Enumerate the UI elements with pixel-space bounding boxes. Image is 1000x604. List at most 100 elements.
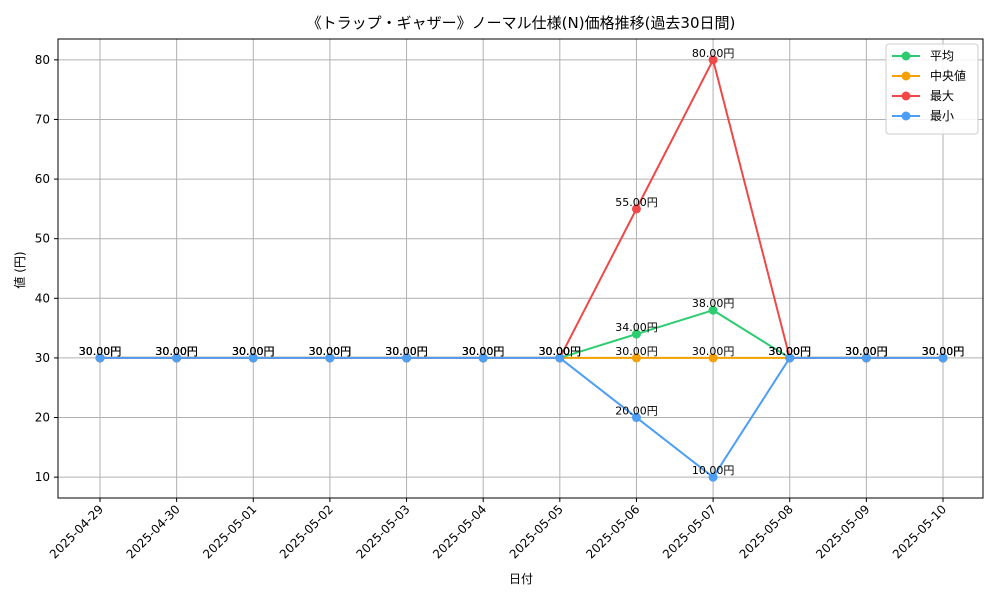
x-tick-label: 2025-05-02 <box>277 502 336 561</box>
data-label: 30.00円 <box>539 345 582 358</box>
data-label: 30.00円 <box>768 345 811 358</box>
data-label: 30.00円 <box>155 345 198 358</box>
legend-label: 最小 <box>930 109 954 123</box>
series-point <box>631 329 641 339</box>
data-label: 30.00円 <box>539 345 582 358</box>
data-label: 30.00円 <box>79 345 122 358</box>
series-point <box>631 353 641 363</box>
series-point <box>785 353 795 363</box>
series-point <box>555 353 565 363</box>
x-tick-label: 2025-05-08 <box>737 502 796 561</box>
series-point <box>938 353 948 363</box>
legend-marker <box>901 71 911 81</box>
data-label: 30.00円 <box>462 345 505 358</box>
data-label: 30.00円 <box>309 345 352 358</box>
data-label: 30.00円 <box>309 345 352 358</box>
data-label: 30.00円 <box>845 345 888 358</box>
series-point <box>172 353 182 363</box>
series-point <box>631 413 641 423</box>
data-label: 20.00円 <box>615 405 658 418</box>
x-tick-label: 2025-05-04 <box>430 502 489 561</box>
x-tick-label: 2025-05-09 <box>813 502 872 561</box>
data-label: 34.00円 <box>615 321 658 334</box>
data-label: 30.00円 <box>79 345 122 358</box>
x-tick-label: 2025-05-10 <box>890 502 949 561</box>
data-label: 55.00円 <box>615 196 658 209</box>
data-label: 30.00円 <box>615 345 658 358</box>
y-tick-label: 30 <box>35 351 50 365</box>
y-tick-label: 60 <box>35 172 50 186</box>
data-label: 30.00円 <box>922 345 965 358</box>
series-point <box>95 353 105 363</box>
series-point <box>478 353 488 363</box>
data-label: 38.00円 <box>692 297 735 310</box>
legend-label: 最大 <box>930 89 954 103</box>
x-tick-label: 2025-05-06 <box>583 502 642 561</box>
data-label: 30.00円 <box>155 345 198 358</box>
data-label: 30.00円 <box>539 345 582 358</box>
x-tick-label: 2025-05-07 <box>660 502 719 561</box>
series-line <box>100 57 943 359</box>
data-label: 30.00円 <box>768 345 811 358</box>
data-label: 30.00円 <box>462 345 505 358</box>
data-label: 30.00円 <box>845 345 888 358</box>
x-tick-label: 2025-04-30 <box>124 502 183 561</box>
data-label: 30.00円 <box>232 345 275 358</box>
plot-area <box>57 38 984 499</box>
legend-marker <box>901 91 911 101</box>
data-label: 30.00円 <box>232 345 275 358</box>
legend-label: 平均 <box>930 49 954 63</box>
data-label: 30.00円 <box>922 345 965 358</box>
grid <box>58 39 983 498</box>
x-tick-label: 2025-04-29 <box>47 502 106 561</box>
x-axis-title: 日付 <box>509 572 533 586</box>
data-label: 30.00円 <box>692 345 735 358</box>
legend-box <box>885 43 979 135</box>
data-label: 30.00円 <box>768 345 811 358</box>
data-labels: 30.00円 30.00円 30.00円 30.00円 30.00円 30.00円 30.0… <box>79 47 965 477</box>
data-label: 80.00円 <box>692 47 735 60</box>
chart-title: 《トラップ・ギャザー》ノーマル仕様(N)価格推移(過去30日間) <box>307 14 736 32</box>
series-point <box>248 353 258 363</box>
series-point <box>861 353 871 363</box>
data-label: 30.00円 <box>462 345 505 358</box>
series-line <box>100 356 943 479</box>
x-axis: 2025-04-29 2025-04-30 2025-05-01 2025-05-02… <box>47 498 949 561</box>
data-label: 30.00円 <box>309 345 352 358</box>
data-label: 30.00円 <box>79 345 122 358</box>
data-label: 30.00円 <box>309 345 352 358</box>
y-tick-label: 70 <box>35 112 50 126</box>
data-label: 30.00円 <box>539 345 582 358</box>
y-tick-label: 80 <box>35 53 50 67</box>
x-tick-label: 2025-05-01 <box>200 502 259 561</box>
series-point <box>402 353 412 363</box>
data-label: 10.00円 <box>692 464 735 477</box>
y-axis: 10 20 30 40 50 60 70 80 <box>35 53 58 484</box>
series-point <box>631 204 641 214</box>
data-label: 30.00円 <box>845 345 888 358</box>
data-label: 30.00円 <box>79 345 122 358</box>
series-point <box>708 353 718 363</box>
data-label: 30.00円 <box>922 345 965 358</box>
series-point <box>708 472 718 482</box>
data-label: 30.00円 <box>462 345 505 358</box>
data-label: 30.00円 <box>385 345 428 358</box>
y-tick-label: 50 <box>35 232 50 246</box>
legend-marker <box>901 51 911 61</box>
data-label: 30.00円 <box>385 345 428 358</box>
series-point <box>708 305 718 315</box>
series-point <box>708 55 718 65</box>
series-point <box>325 353 335 363</box>
legend-marker <box>901 111 911 121</box>
data-label: 30.00円 <box>922 345 965 358</box>
series-layer <box>95 55 948 482</box>
y-tick-label: 40 <box>35 291 50 305</box>
y-tick-label: 10 <box>35 470 50 484</box>
data-label: 30.00円 <box>232 345 275 358</box>
series-line <box>100 309 943 359</box>
data-label: 30.00円 <box>385 345 428 358</box>
data-label: 30.00円 <box>768 345 811 358</box>
data-label: 30.00円 <box>155 345 198 358</box>
